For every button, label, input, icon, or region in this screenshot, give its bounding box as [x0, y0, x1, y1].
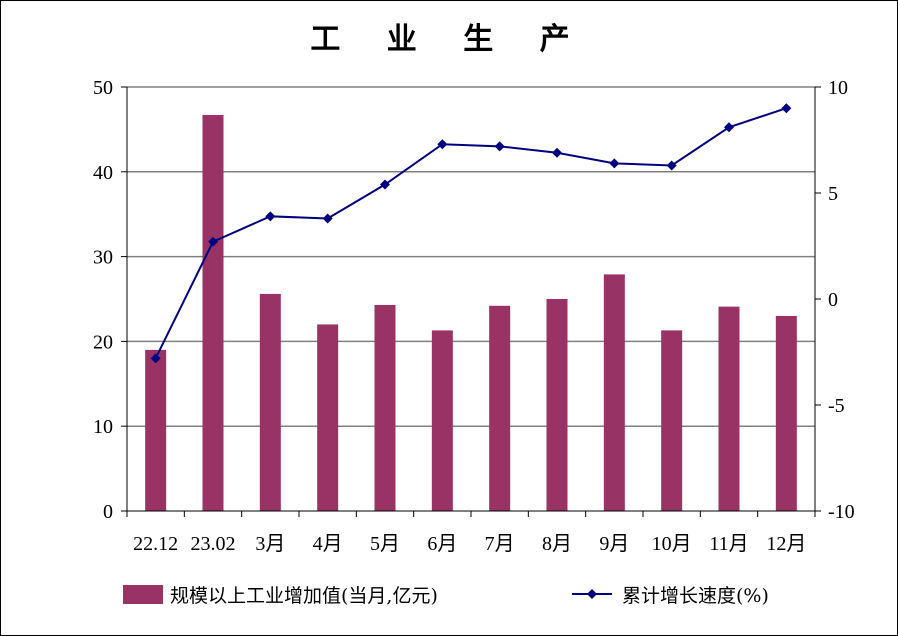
line-point	[724, 122, 734, 133]
line-point	[437, 139, 448, 150]
right-tick-label: 10	[828, 77, 848, 99]
growth-line	[154, 107, 787, 359]
x-tick-label: 5月	[370, 533, 400, 555]
bar	[317, 324, 339, 511]
bar	[202, 114, 224, 511]
x-tick-label: 11月	[709, 533, 748, 555]
legend-bar-swatch	[123, 585, 163, 604]
left-tick-label: 10	[93, 416, 113, 438]
right-tick-label: 5	[828, 183, 838, 205]
left-tick-label: 20	[93, 331, 113, 353]
line-point	[380, 179, 390, 190]
left-tick-label: 40	[93, 162, 113, 184]
x-tick-label: 9月	[599, 533, 629, 555]
x-tick-label: 3月	[255, 533, 285, 555]
line-point	[609, 158, 620, 169]
x-tick-label: 23.02	[191, 533, 236, 555]
bar	[603, 274, 625, 511]
line-point	[322, 213, 333, 224]
legend-line-label: 累计增长速度(%)	[622, 585, 769, 607]
line-point	[666, 160, 677, 171]
x-tick-label: 10月	[652, 533, 692, 555]
bar	[546, 299, 568, 511]
legend: 规模以上工业增加值(当月,亿元) 累计增长速度(%)	[123, 585, 769, 607]
x-tick-label: 12月	[766, 533, 806, 555]
bar	[374, 304, 396, 511]
x-tick-label: 22.12	[133, 533, 178, 555]
bar	[775, 315, 797, 511]
line-point	[208, 236, 218, 247]
legend-line-marker	[587, 589, 597, 599]
line-point	[265, 211, 276, 222]
x-tick-label: 6月	[427, 533, 457, 555]
line-series	[150, 103, 792, 364]
bar	[661, 330, 683, 511]
x-tick-label: 8月	[542, 533, 572, 555]
left-tick-label: 0	[103, 501, 113, 523]
x-tick-label: 7月	[485, 533, 515, 555]
legend-bar-label: 规模以上工业增加值(当月,亿元)	[170, 585, 438, 607]
bar	[431, 330, 453, 511]
x-tick-label: 4月	[313, 533, 343, 555]
gridlines	[127, 86, 815, 427]
bar	[145, 349, 167, 511]
bar	[259, 293, 281, 511]
tick-labels: 0 10 20 30 40 50 -10 -5 0 5 10 22.12 23.02 3月 4月 5月 6月 7月…	[93, 77, 855, 555]
line-point	[150, 353, 161, 364]
right-tick-label: -10	[828, 501, 855, 523]
chart-title: 工 业 生 产	[310, 22, 588, 57]
bar-series	[145, 114, 797, 511]
bar	[489, 305, 511, 511]
line-point	[494, 141, 505, 152]
left-tick-label: 30	[93, 247, 113, 269]
line-point	[552, 147, 562, 158]
line-point	[781, 103, 792, 114]
bar	[718, 306, 740, 511]
axes	[121, 86, 821, 517]
right-tick-label: 0	[828, 289, 838, 311]
right-tick-label: -5	[828, 395, 845, 417]
left-tick-label: 50	[93, 77, 113, 99]
